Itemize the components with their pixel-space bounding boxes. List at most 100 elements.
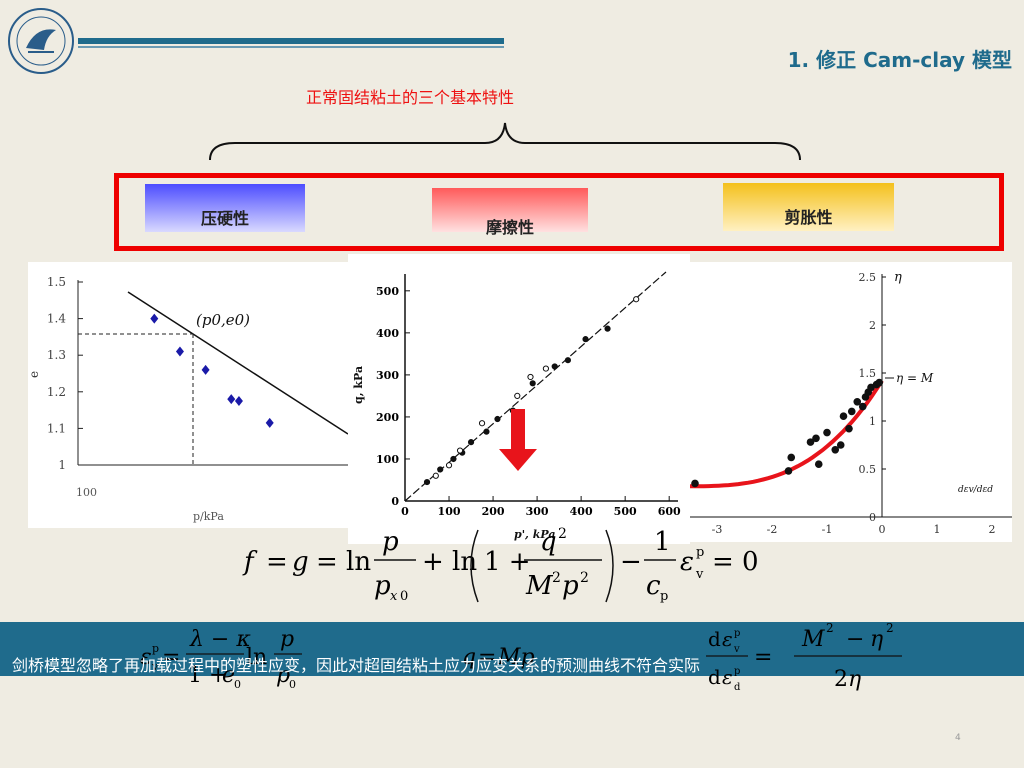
svg-text:= ln: = ln [316,547,371,577]
svg-text:η: η [870,627,883,652]
svg-text:f: f [242,547,258,577]
data-point [432,472,439,479]
y-tick-label: 1.2 [47,385,66,399]
page-number: 4 [955,733,961,743]
data-point [633,296,640,303]
svg-text:p: p [280,627,294,652]
equation-volumetric-strain: ε p v = λ − κ 1 + e 0 ln p p 0 [140,622,320,694]
y-tick-label: 1.1 [47,421,66,435]
y-tick-label: 1 [58,458,66,472]
trend-line [127,291,349,435]
data-point [450,455,457,463]
svg-text:2: 2 [886,621,894,635]
svg-text:p: p [696,545,704,560]
data-point [853,398,862,406]
svg-text:p: p [152,642,159,655]
svg-text:2: 2 [834,667,848,692]
svg-text:g: g [292,547,309,577]
data-point [437,466,444,473]
data-point [812,434,820,443]
svg-text:1: 1 [654,527,671,557]
data-point [423,478,431,486]
svg-text:e: e [222,663,235,688]
data-point [467,439,475,446]
chart-q-p: 0 100 200 300 400 500 600 0 100 200 300 400 500 q, … [348,254,690,544]
y-axis-label: q, kPa [352,366,365,404]
y-tick-label: 0.5 [859,463,877,476]
svg-text:p: p [276,663,290,688]
slide-title: 1. 修正 Cam-clay 模型 [787,48,1012,72]
svg-text:d: d [734,682,741,693]
y-tick-label: 1 [869,415,876,428]
right-axis-label: dεv/dεd [958,485,993,495]
data-point [542,365,550,372]
svg-text:η: η [848,667,861,692]
data-point [787,453,796,462]
x-tick-label: -3 [712,523,723,536]
y-tick-label: 300 [376,369,399,382]
svg-text:p: p [734,628,740,639]
property-dilatancy: 剪胀性 [723,183,894,231]
x-tick-label: 100 [76,486,97,499]
data-point [814,460,823,468]
svg-text:= 0: = 0 [712,547,759,577]
svg-text:p: p [562,571,579,601]
svg-text:M: M [801,627,825,652]
data-point [478,420,486,427]
critical-state-line [404,271,667,502]
svg-text:1 +: 1 + [188,663,227,688]
data-point [234,395,243,406]
data-point [483,428,490,435]
x-tick-label: 400 [570,505,593,518]
svg-text:ln: ln [246,645,267,670]
svg-text:p: p [382,527,399,557]
x-tick-label: 2 [989,523,996,536]
data-point [551,363,558,370]
svg-text:λ − κ: λ − κ [189,627,251,652]
data-point [564,357,572,364]
svg-text:ε: ε [722,627,733,651]
svg-text:v: v [695,567,704,582]
svg-text:d: d [708,665,721,689]
data-point [527,373,534,381]
x-tick-label: 600 [658,505,681,518]
banner-text: 剑桥模型忽略了再加载过程中的塑性应变，因此对超固结粘土应力应变关系的预测曲线不符… [12,656,701,675]
svg-text:=: = [754,645,772,670]
svg-text:v: v [733,644,740,655]
y-tick-label: 1.5 [47,275,66,289]
properties-frame [114,173,1004,251]
data-point [201,364,210,375]
svg-text:p: p [660,589,668,604]
data-point [514,392,521,400]
x-tick-label: 1 [934,523,941,536]
p0-e0-annotation: (p0,e0) [196,311,250,329]
data-point [456,447,464,454]
svg-text:ε: ε [680,547,694,577]
x-tick-label: -1 [822,523,833,536]
data-point [691,479,699,488]
data-point [227,394,236,405]
y-tick-label: 500 [376,285,399,298]
svg-text:1 +: 1 + [484,547,531,577]
x-tick-label: 100 [438,505,461,518]
chart-e-p: 1.5 1.4 1.3 1.2 1.1 1 100 p/kPa e (p0,e0) [27,262,350,528]
svg-text:M: M [525,571,554,601]
svg-text:0: 0 [289,678,296,691]
header-bar-thin [78,46,504,48]
x-axis-label: p/kPa [193,510,224,523]
data-point [150,313,159,324]
data-point [839,412,848,420]
eta-m-annotation: η = M [896,371,934,385]
property-friction: 摩擦性 [432,188,588,237]
svg-text:+ ln: + ln [422,547,477,577]
y-tick-label: 1.5 [859,367,877,380]
data-point [858,402,867,411]
y-tick-label: 100 [376,453,399,466]
data-point [784,467,793,475]
x-tick-label: 0 [879,523,886,536]
x-tick-label: 200 [482,505,505,518]
y-tick-label: 0 [391,495,399,508]
svg-text:−: − [846,627,864,652]
data-point [582,336,589,343]
data-point [445,462,453,469]
